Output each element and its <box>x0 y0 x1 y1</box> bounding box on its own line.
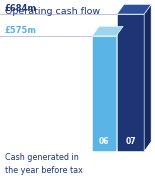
Text: £684m: £684m <box>5 4 37 13</box>
Polygon shape <box>117 4 151 14</box>
Polygon shape <box>144 4 151 151</box>
Polygon shape <box>116 26 123 151</box>
Text: Operating cash flow: Operating cash flow <box>5 7 100 16</box>
FancyBboxPatch shape <box>117 14 144 151</box>
Text: 07: 07 <box>125 137 136 146</box>
FancyBboxPatch shape <box>92 36 116 151</box>
Text: £575m: £575m <box>5 26 37 35</box>
Text: 06: 06 <box>99 137 109 146</box>
Text: Cash generated in
the year before tax
and finance changes.: Cash generated in the year before tax an… <box>5 153 91 176</box>
Polygon shape <box>92 26 123 36</box>
